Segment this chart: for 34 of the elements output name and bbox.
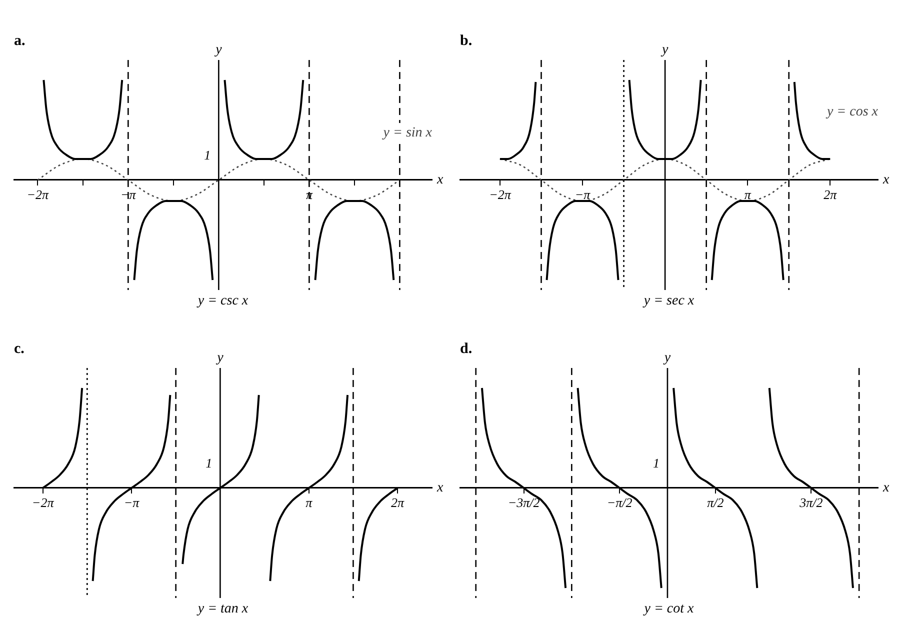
series-label: y = sec x — [642, 294, 695, 309]
text: y = cos x — [824, 104, 879, 120]
x-axis-title: x — [436, 480, 444, 496]
y-axis-title: y — [215, 350, 224, 366]
y-axis-title: y — [662, 350, 672, 366]
x-tick-label: 3π/2 — [798, 495, 824, 510]
x-axis-title: x — [436, 172, 444, 188]
x-tick-label: π — [744, 187, 752, 202]
text: y = sin x — [381, 126, 433, 141]
text: y = tan x — [196, 602, 249, 617]
annotation: 1 — [206, 455, 212, 470]
y-axis-title: y — [214, 42, 223, 58]
x-tick-label: −2π — [32, 495, 54, 510]
x-tick-label: −π — [574, 187, 591, 202]
chart-title: c. — [14, 340, 25, 357]
x-axis-title: x — [882, 480, 890, 496]
x-tick-label: −3π/2 — [508, 495, 540, 510]
annotation: 1 — [204, 147, 211, 162]
x-tick-label: π — [306, 495, 313, 510]
chart-title: a. — [14, 32, 26, 49]
x-tick-label: −π/2 — [606, 495, 633, 510]
x-tick-label: −2π — [489, 187, 512, 202]
x-axis-title: x — [882, 172, 890, 188]
series-label: y = cot x — [642, 602, 695, 617]
chart-title: d. — [460, 340, 472, 357]
chart-title: b. — [460, 32, 472, 49]
series-label: y = csc x — [196, 294, 249, 309]
x-tick-label: π/2 — [707, 495, 724, 510]
y-axis-title: y — [660, 42, 669, 58]
x-tick-label: −π — [124, 495, 140, 510]
x-tick-label: 2π — [391, 495, 405, 510]
x-tick-label: 2π — [824, 187, 838, 202]
annotation: 1 — [652, 455, 660, 470]
x-tick-label: −2π — [26, 187, 50, 202]
